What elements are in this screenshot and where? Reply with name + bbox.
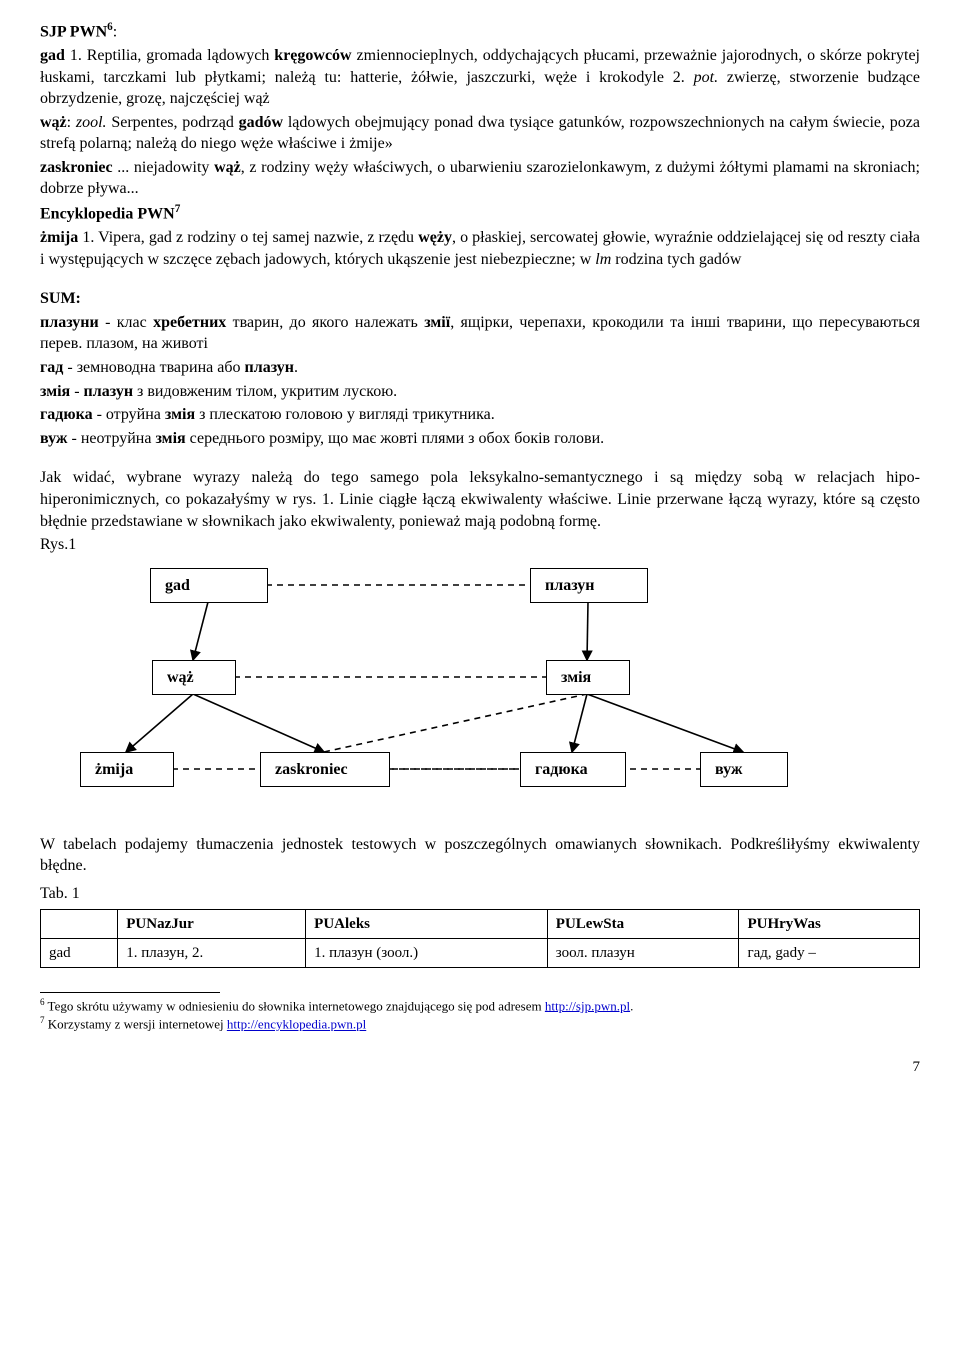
table-col-3: PULewSta xyxy=(547,909,739,938)
table-col-2: PUAleks xyxy=(306,909,548,938)
ency-heading: Encyklopedia PWN7 xyxy=(40,202,920,225)
footnote-rule xyxy=(40,992,220,993)
table-cell: gad xyxy=(41,938,118,967)
sjp-label: SJP PWN xyxy=(40,23,107,40)
entry-waz: wąż: zool. Serpentes, podrząd gadów lądo… xyxy=(40,112,920,155)
entry-zmija: żmija 1. Vipera, gad z rodziny o tej sam… xyxy=(40,227,920,270)
sum-line-2: гад - земноводна тварина або плазун. xyxy=(40,357,920,379)
diagram-node-zmija_ua: змія xyxy=(546,660,630,696)
footnote-6-link[interactable]: http://sjp.pwn.pl xyxy=(545,998,630,1013)
entry-zaskroniec: zaskroniec ... niejadowity wąż, z rodzin… xyxy=(40,157,920,200)
sum-line-4: гадюка - отруйна змія з плескатою голово… xyxy=(40,404,920,426)
page-number: 7 xyxy=(40,1057,920,1077)
footnotes: 6 Tego skrótu używamy w odniesieniu do s… xyxy=(40,997,920,1033)
tab-label: Tab. 1 xyxy=(40,883,920,905)
sum-line-3: змія - плазун з видовженим тілом, укрити… xyxy=(40,381,920,403)
diagram-node-gad: gad xyxy=(150,568,268,604)
table-col-4: PUHryWas xyxy=(739,909,920,938)
footnote-7-link[interactable]: http://encyklopedia.pwn.pl xyxy=(227,1017,366,1032)
sum-line-5: вуж - неотруйна змія середнього розміру,… xyxy=(40,428,920,450)
diagram-node-zmija_pl: żmija xyxy=(80,752,174,788)
gad-head: gad xyxy=(40,47,65,64)
sum-line-1: плазуни - клас хребетних тварин, до яког… xyxy=(40,312,920,355)
table-cell: гад, gady – xyxy=(739,938,920,967)
table-col-0 xyxy=(41,909,118,938)
table-row: gad1. плазун, 2.1. плазун (зоол.)зоол. п… xyxy=(41,938,920,967)
sjp-heading: SJP PWN6: xyxy=(40,20,920,43)
diagram-rys1: gad плазун wąż змія żmija zaskroniec гадюка вуж xyxy=(40,560,820,820)
sum-heading: SUM: xyxy=(40,288,920,310)
entry-gad: gad 1. Reptilia, gromada lądowych kręgow… xyxy=(40,45,920,110)
diagram-node-waz: wąż xyxy=(152,660,236,696)
diagram-node-vuzh: вуж xyxy=(700,752,788,788)
explain-paragraph: Jak widać, wybrane wyrazy należą do tego… xyxy=(40,467,920,532)
table-cell: 1. плазун (зоол.) xyxy=(306,938,548,967)
diagram-node-zaskroniec: zaskroniec xyxy=(260,752,390,788)
rys-label: Rys.1 xyxy=(40,534,920,556)
diagram-node-hadjuka: гадюка xyxy=(520,752,626,788)
footnote-6: 6 Tego skrótu używamy w odniesieniu do s… xyxy=(40,997,920,1015)
sjp-colon: : xyxy=(113,23,117,40)
tables-intro: W tabelach podajemy tłumaczenia jednoste… xyxy=(40,834,920,877)
footnote-7: 7 Korzystamy z wersji internetowej http:… xyxy=(40,1015,920,1033)
table-tab1: PUNazJurPUAleksPULewStaPUHryWas gad1. пл… xyxy=(40,909,920,969)
table-col-1: PUNazJur xyxy=(118,909,306,938)
table-cell: зоол. плазун xyxy=(547,938,739,967)
diagram-node-plazun: плазун xyxy=(530,568,648,604)
table-cell: 1. плазун, 2. xyxy=(118,938,306,967)
